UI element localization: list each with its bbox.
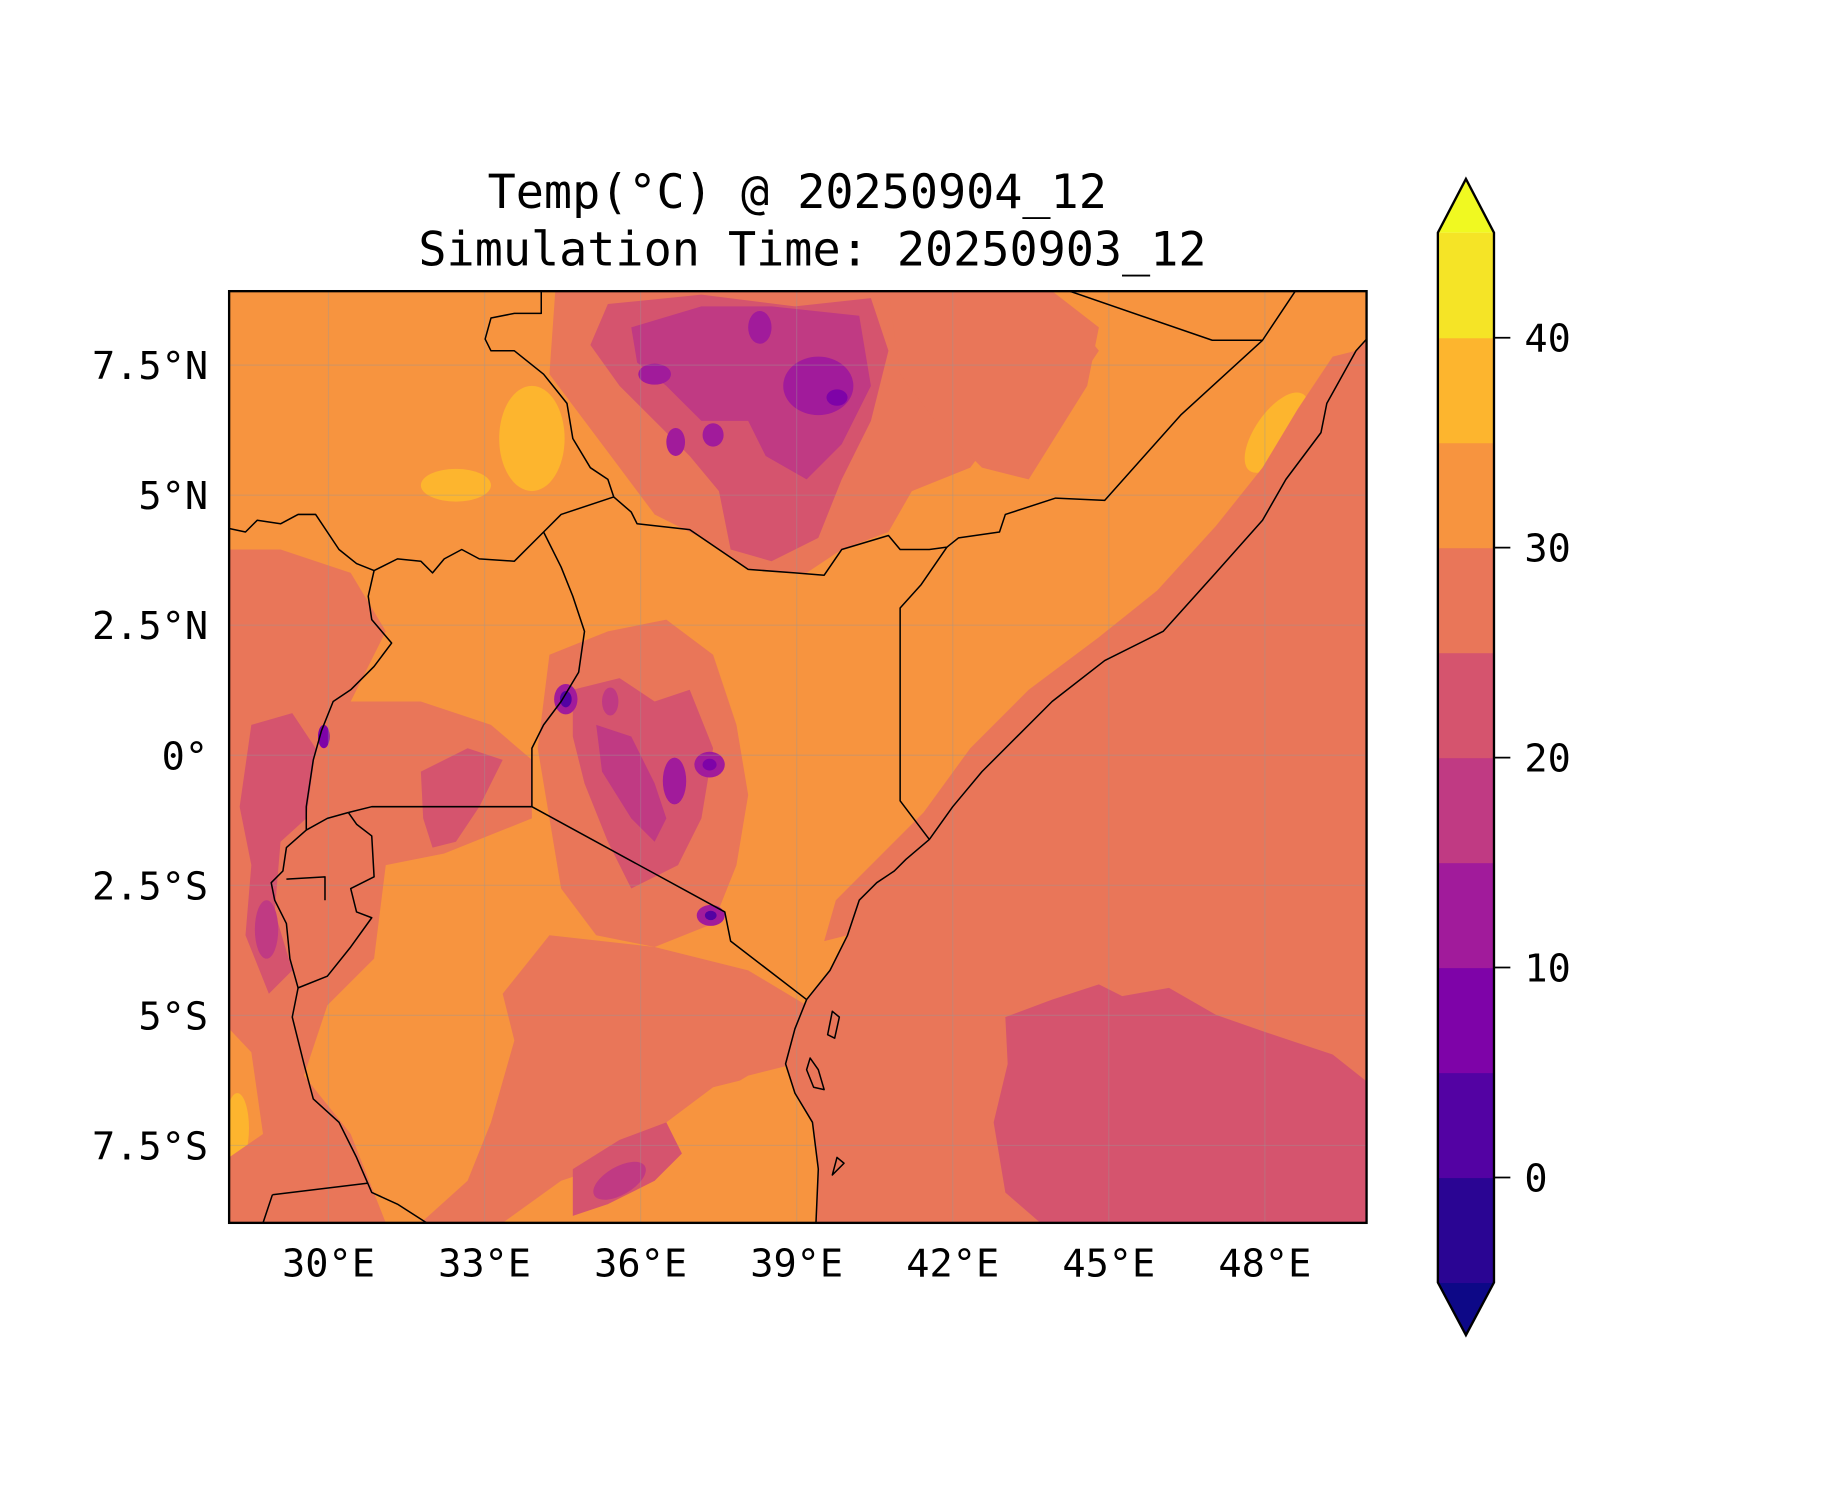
uganda-contour-20 <box>420 748 503 848</box>
colorbar-tick-label: 0 <box>1524 1157 1547 1202</box>
kenya-contour-5b <box>702 758 717 771</box>
kilimanjaro-contour-0 <box>704 910 717 921</box>
chart-subtitle: Simulation Time: 20250903_12 <box>418 223 1206 277</box>
tanzania-contour-15 <box>593 1161 646 1200</box>
y-tick-label: 5°S <box>138 994 208 1039</box>
border-ethiopia-south-sudan <box>484 291 615 498</box>
colorbar-band <box>1437 652 1494 759</box>
west-rift-contour-15 <box>254 900 279 959</box>
colorbar-band <box>1437 337 1494 444</box>
border-kenya-somalia <box>899 546 948 840</box>
colorbar-tick-label: 10 <box>1524 947 1570 992</box>
highland-contour-15 <box>631 306 871 480</box>
hot-patch-sudan <box>499 385 565 492</box>
x-axis: 30°E 33°E 36°E 39°E 42°E 45°E 48°E <box>282 1242 1311 1287</box>
border-south-sudan-kenya-uganda <box>229 496 614 574</box>
colorbar-tick-label: 40 <box>1524 317 1570 362</box>
coastal-strip-contour-25 <box>824 350 1357 942</box>
kenya-contour-10a <box>662 757 687 805</box>
somali-contour-25 <box>888 291 1099 480</box>
x-tick-label: 42°E <box>906 1242 999 1287</box>
kenya-contour-15c <box>602 687 619 716</box>
colorbar-band <box>1437 757 1494 864</box>
highland-contour-10b <box>748 311 772 344</box>
island-mafia <box>831 1156 845 1176</box>
border-tanzania-west <box>291 987 428 1223</box>
colorbar-band <box>1437 442 1494 549</box>
colorbar-band <box>1437 232 1494 339</box>
border-ethiopia-somalia <box>613 339 1264 576</box>
colorbar-band <box>1437 547 1494 654</box>
border-kenya-tanzania <box>531 806 808 1001</box>
x-tick-label: 36°E <box>594 1242 687 1287</box>
x-tick-label: 33°E <box>438 1242 531 1287</box>
border-ethiopia-somaliland <box>1069 291 1296 342</box>
chart-title: Temp(°C) @ 20250904_12 <box>488 166 1107 220</box>
y-tick-label: 2.5°N <box>92 604 208 649</box>
colorbar-extend-max <box>1437 178 1494 233</box>
y-tick-label: 2.5°S <box>92 864 208 909</box>
ocean-contour-25 <box>785 291 1367 1223</box>
x-tick-label: 45°E <box>1062 1242 1155 1287</box>
y-axis: 7.5°N 5°N 2.5°N 0° 2.5°S 5°S 7.5°S <box>92 344 208 1169</box>
y-tick-label: 0° <box>162 734 208 779</box>
y-tick-label: 5°N <box>138 474 208 519</box>
highland-contour-5 <box>826 389 848 406</box>
island-zanzibar <box>805 1057 825 1091</box>
hot-patch-sudan-2 <box>420 468 491 502</box>
border-uganda-drc <box>305 570 393 831</box>
island-pemba <box>826 1010 841 1039</box>
hot-patch-west-2 <box>229 1093 249 1164</box>
border-zambia <box>272 1182 369 1196</box>
border-kenya-uganda <box>531 531 586 807</box>
x-tick-label: 30°E <box>282 1242 375 1287</box>
border-rwanda-burundi-tanzania <box>270 811 375 989</box>
tanzania-south-contour-30 <box>654 1075 819 1223</box>
gridlines <box>229 291 1367 1223</box>
highland-contour-10e <box>638 363 672 385</box>
colorbar-tick-label: 20 <box>1524 737 1570 782</box>
west-rift-contour-25 <box>229 549 532 1223</box>
y-tick-label: 7.5°N <box>92 344 208 389</box>
x-tick-label: 39°E <box>750 1242 843 1287</box>
highland-contour-10d <box>702 423 724 447</box>
colorbar-tick-label: 30 <box>1524 527 1570 572</box>
borders <box>229 291 1367 1223</box>
highland-contour-10c <box>666 427 686 456</box>
colorbar-outline <box>1436 176 1496 1338</box>
kenya-highland-contour-15 <box>596 724 667 842</box>
plot-frame <box>227 289 1368 1225</box>
x-tick-label: 48°E <box>1218 1242 1311 1287</box>
colorbar-band <box>1437 862 1494 969</box>
tanzania-contour-25 <box>420 935 807 1223</box>
colorbar-band <box>1437 967 1494 1074</box>
colorbar-band <box>1437 1072 1494 1179</box>
colorbar-band <box>1437 1177 1494 1284</box>
elgon-contour-0 <box>559 690 572 708</box>
y-tick-label: 7.5°S <box>92 1124 208 1169</box>
border-zambia-2 <box>262 1194 274 1223</box>
map-area <box>229 291 1367 1223</box>
border-rwanda-burundi <box>286 876 326 901</box>
ocean-contour-20 <box>993 984 1367 1223</box>
colorbar: 0 10 20 30 40 <box>1436 176 1571 1338</box>
border-uganda-tanzania <box>348 805 532 814</box>
hot-patch-somalia <box>1244 392 1309 473</box>
colorbar-extend-min <box>1437 1282 1494 1336</box>
